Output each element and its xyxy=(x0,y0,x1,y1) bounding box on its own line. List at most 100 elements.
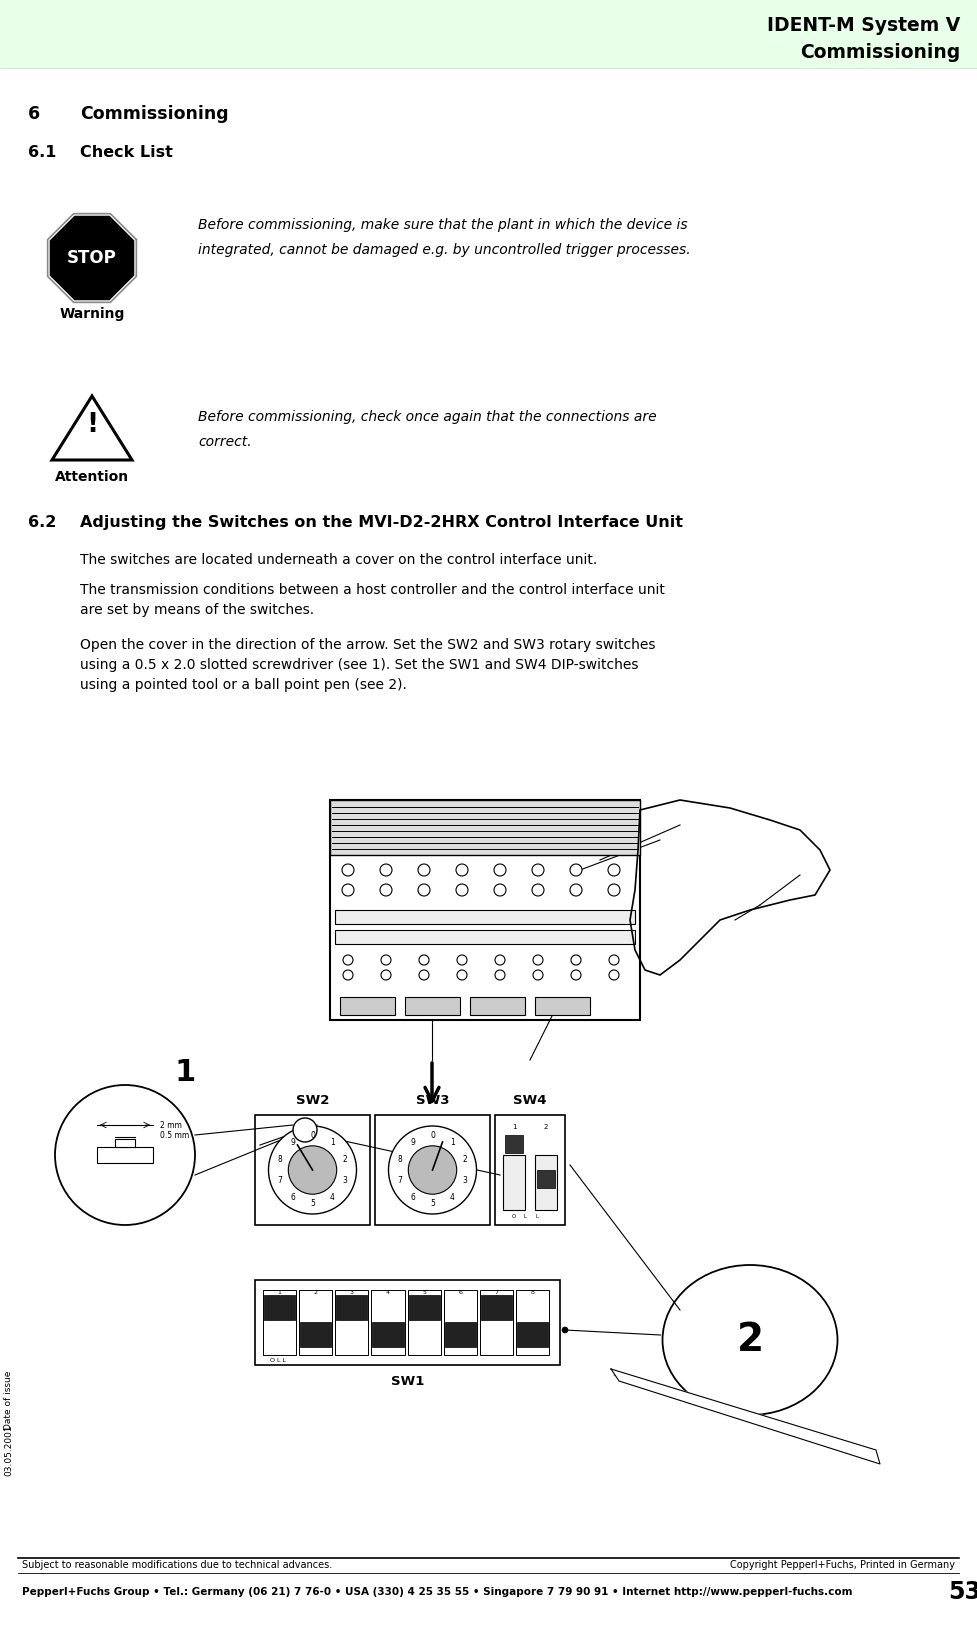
Text: The transmission conditions between a host controller and the control interface : The transmission conditions between a ho… xyxy=(80,583,665,596)
Text: 4: 4 xyxy=(386,1289,390,1294)
Circle shape xyxy=(389,1126,477,1214)
Text: 7: 7 xyxy=(494,1289,498,1294)
Bar xyxy=(330,801,640,855)
Text: 2 mm: 2 mm xyxy=(160,1121,182,1129)
Circle shape xyxy=(608,884,620,895)
Text: Pepperl+Fuchs Group • Tel.: Germany (06 21) 7 76-0 • USA (330) 4 25 35 55 • Sing: Pepperl+Fuchs Group • Tel.: Germany (06 … xyxy=(22,1587,853,1596)
Text: Warning: Warning xyxy=(60,307,125,320)
Text: IDENT-M System V: IDENT-M System V xyxy=(767,15,960,34)
Bar xyxy=(371,1289,404,1355)
Text: O: O xyxy=(512,1214,516,1219)
Circle shape xyxy=(495,954,505,966)
Circle shape xyxy=(55,1085,195,1226)
Circle shape xyxy=(419,971,429,980)
Text: 1: 1 xyxy=(450,1137,455,1147)
Text: using a pointed tool or a ball point pen (see 2).: using a pointed tool or a ball point pen… xyxy=(80,678,406,693)
Bar xyxy=(264,1296,295,1320)
Bar xyxy=(445,1322,476,1346)
Text: 5: 5 xyxy=(310,1199,315,1209)
Text: 8: 8 xyxy=(531,1289,534,1294)
Text: 1: 1 xyxy=(277,1289,281,1294)
Text: 53: 53 xyxy=(948,1580,977,1605)
Text: Commissioning: Commissioning xyxy=(800,42,960,62)
Text: L: L xyxy=(524,1214,527,1219)
Text: SW2: SW2 xyxy=(296,1095,329,1106)
Text: 3: 3 xyxy=(342,1176,347,1185)
Text: 5: 5 xyxy=(422,1289,426,1294)
Bar xyxy=(335,1289,368,1355)
Text: Commissioning: Commissioning xyxy=(80,105,229,123)
Text: correct.: correct. xyxy=(198,435,252,449)
Text: 2: 2 xyxy=(343,1155,347,1163)
Text: 03.05.2001: 03.05.2001 xyxy=(5,1425,14,1476)
Bar xyxy=(0,0,977,69)
Circle shape xyxy=(570,864,582,876)
Bar xyxy=(340,997,395,1015)
Text: 1: 1 xyxy=(512,1124,516,1131)
Text: 7: 7 xyxy=(277,1176,282,1185)
Text: L: L xyxy=(535,1214,538,1219)
Bar xyxy=(470,997,525,1015)
Bar xyxy=(537,1170,555,1188)
Text: 6: 6 xyxy=(410,1193,415,1203)
Text: 6.1: 6.1 xyxy=(28,145,57,160)
Ellipse shape xyxy=(662,1265,837,1415)
Circle shape xyxy=(293,1118,317,1142)
Bar xyxy=(255,1114,370,1226)
Text: SW3: SW3 xyxy=(416,1095,449,1106)
Bar xyxy=(115,1139,135,1147)
Text: SW1: SW1 xyxy=(391,1374,424,1387)
Circle shape xyxy=(342,864,354,876)
Bar xyxy=(480,1289,513,1355)
Text: Subject to reasonable modifications due to technical advances.: Subject to reasonable modifications due … xyxy=(22,1560,332,1570)
Text: !: ! xyxy=(86,412,98,438)
Text: 6: 6 xyxy=(28,105,40,123)
Circle shape xyxy=(343,954,353,966)
Circle shape xyxy=(342,884,354,895)
Text: SW4: SW4 xyxy=(513,1095,547,1106)
Circle shape xyxy=(269,1126,357,1214)
Circle shape xyxy=(380,884,392,895)
Circle shape xyxy=(608,864,620,876)
Bar xyxy=(407,1289,441,1355)
Text: Before commissioning, check once again that the connections are: Before commissioning, check once again t… xyxy=(198,410,657,423)
Circle shape xyxy=(456,864,468,876)
Circle shape xyxy=(609,971,619,980)
Text: 8: 8 xyxy=(277,1155,282,1163)
Bar xyxy=(97,1147,153,1163)
Circle shape xyxy=(418,864,430,876)
Circle shape xyxy=(609,954,619,966)
Text: 9: 9 xyxy=(290,1137,295,1147)
Circle shape xyxy=(570,884,582,895)
Circle shape xyxy=(408,1145,456,1194)
Circle shape xyxy=(533,954,543,966)
Polygon shape xyxy=(611,1369,880,1464)
Text: Open the cover in the direction of the arrow. Set the SW2 and SW3 rotary switche: Open the cover in the direction of the a… xyxy=(80,637,656,652)
Circle shape xyxy=(532,884,544,895)
Text: O L L: O L L xyxy=(270,1358,286,1363)
Text: Copyright Pepperl+Fuchs, Printed in Germany: Copyright Pepperl+Fuchs, Printed in Germ… xyxy=(730,1560,955,1570)
Text: are set by means of the switches.: are set by means of the switches. xyxy=(80,603,315,618)
Circle shape xyxy=(533,971,543,980)
Text: 8: 8 xyxy=(398,1155,403,1163)
Bar xyxy=(517,1322,548,1346)
Bar xyxy=(516,1289,549,1355)
Text: 4: 4 xyxy=(450,1193,455,1203)
Text: 6.2: 6.2 xyxy=(28,515,57,529)
Circle shape xyxy=(381,954,391,966)
Bar xyxy=(505,1136,523,1154)
Bar xyxy=(444,1289,477,1355)
Bar xyxy=(255,1279,560,1364)
Bar xyxy=(535,1155,557,1211)
Text: STOP: STOP xyxy=(67,248,117,266)
Text: Date of issue: Date of issue xyxy=(5,1371,14,1430)
Bar xyxy=(263,1289,296,1355)
Text: 7: 7 xyxy=(398,1176,403,1185)
Text: using a 0.5 x 2.0 slotted screwdriver (see 1). Set the SW1 and SW4 DIP-switches: using a 0.5 x 2.0 slotted screwdriver (s… xyxy=(80,659,639,672)
Bar xyxy=(336,1296,367,1320)
Circle shape xyxy=(381,971,391,980)
Text: 1: 1 xyxy=(175,1057,196,1087)
Text: 2: 2 xyxy=(314,1289,318,1294)
Circle shape xyxy=(571,954,581,966)
Text: 4: 4 xyxy=(330,1193,335,1203)
